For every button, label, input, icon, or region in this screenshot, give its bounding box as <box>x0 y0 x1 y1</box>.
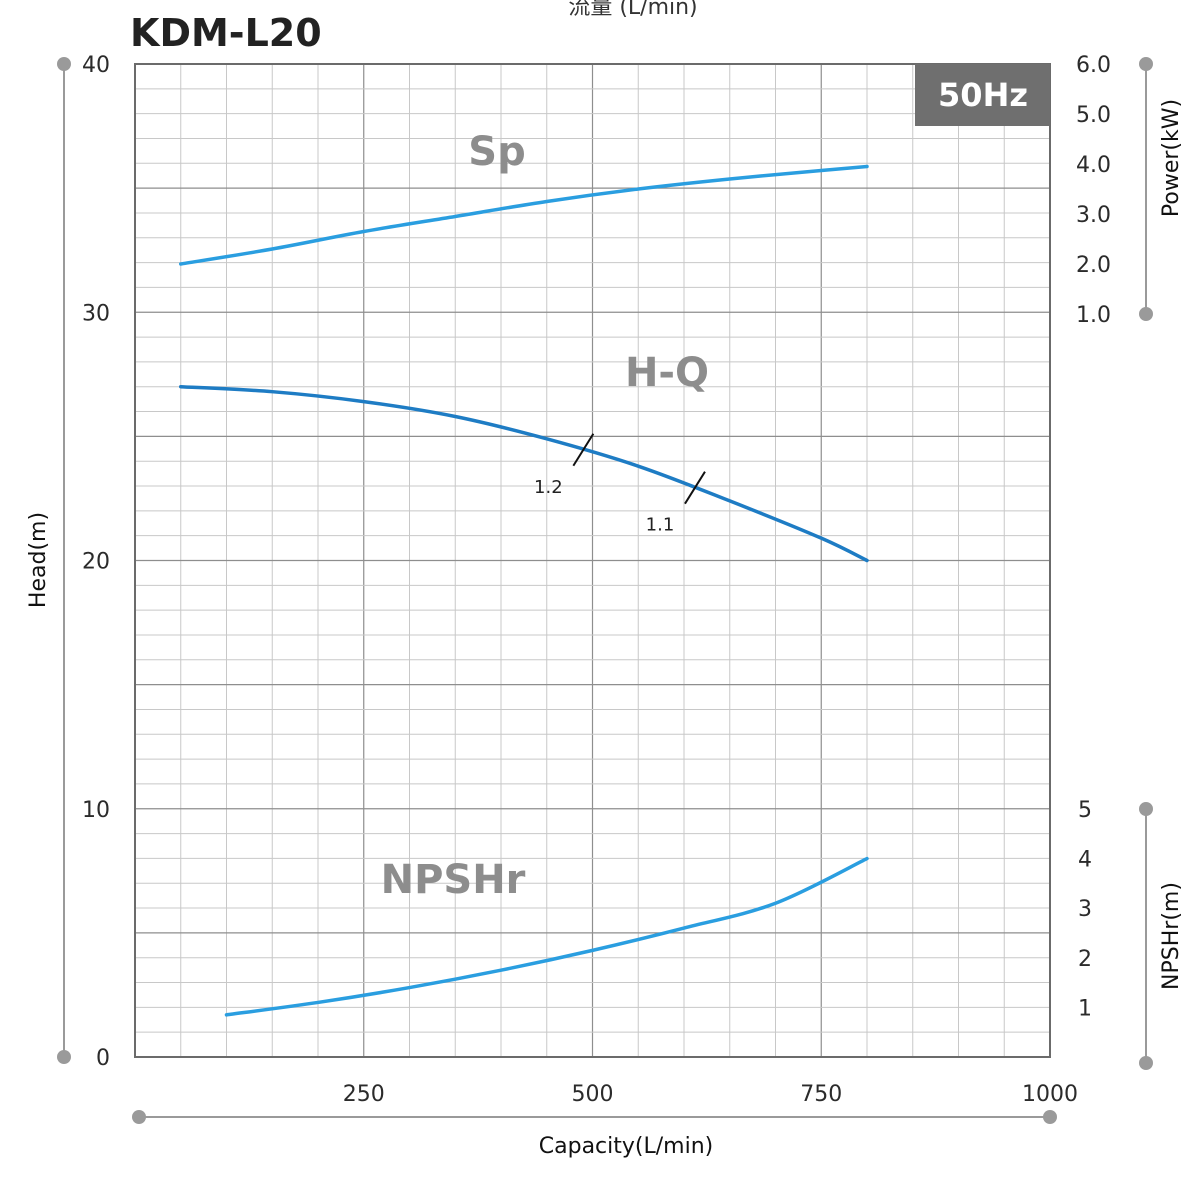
series-label-npshr: NPSHr <box>381 857 526 903</box>
left-axis-dot-bottom <box>57 1050 71 1064</box>
efficiency-label: 1.2 <box>534 477 563 498</box>
power-tick-label: 2.0 <box>1076 253 1111 278</box>
curves: 1.2 1.1 <box>179 164 869 1017</box>
head-tick-label: 30 <box>82 301 110 326</box>
chart-title: KDM-L20 <box>130 11 322 55</box>
grid <box>135 64 1050 1057</box>
npshr-axis-dot-top <box>1139 802 1153 816</box>
efficiency-marker <box>684 471 706 505</box>
top-axis-label: 流量 (L/min) <box>568 0 697 20</box>
power-tick-label: 6.0 <box>1076 53 1111 78</box>
badge-background <box>915 64 1050 126</box>
power-tick-label: 1.0 <box>1076 303 1111 328</box>
x-tick-label: 1000 <box>1022 1082 1078 1107</box>
head-tick-label: 0 <box>96 1046 110 1071</box>
x-axis-label: Capacity(L/min) <box>539 1134 713 1159</box>
series-label-sp: Sp <box>468 129 525 175</box>
power-axis-dot-top <box>1139 57 1153 71</box>
x-axis-dot-right <box>1043 1110 1057 1124</box>
badge-label: 50Hz <box>938 76 1028 114</box>
plot-frame <box>134 63 1051 1058</box>
head-tick-label: 40 <box>82 53 110 78</box>
efficiency-marker <box>572 433 595 467</box>
npshr-tick-label: 4 <box>1078 848 1092 873</box>
npshr-tick-label: 5 <box>1078 798 1092 823</box>
power-tick-label: 3.0 <box>1076 203 1111 228</box>
y-left-axis-label: Head(m) <box>26 512 51 608</box>
x-axis-dot-left <box>132 1110 146 1124</box>
frequency-badge: 50Hz <box>915 64 1050 126</box>
head-tick-label: 10 <box>82 798 110 823</box>
tick-labels: 250 500 750 1000 0 10 20 30 40 1.0 2.0 3.0 4.0 5.0 6.0… <box>82 53 1111 1107</box>
npshr-tick-label: 1 <box>1078 996 1092 1021</box>
npshr-tick-label: 2 <box>1078 947 1092 972</box>
efficiency-label: 1.1 <box>646 515 675 536</box>
x-tick-label: 250 <box>343 1082 385 1107</box>
axis-decorations <box>57 57 1153 1124</box>
series-line-sp <box>179 164 869 266</box>
left-axis-dot-top <box>57 57 71 71</box>
power-axis-label: Power(kW) <box>1159 99 1184 217</box>
x-tick-label: 750 <box>800 1082 842 1107</box>
npshr-axis-dot-bottom <box>1139 1056 1153 1070</box>
npshr-axis-label: NPSHr(m) <box>1159 882 1184 990</box>
series-label-hq: H-Q <box>625 350 709 396</box>
series-line-h-q <box>179 384 869 563</box>
power-tick-label: 4.0 <box>1076 153 1111 178</box>
npshr-tick-label: 3 <box>1078 897 1092 922</box>
series-line-npshr <box>224 856 869 1017</box>
head-tick-label: 20 <box>82 550 110 575</box>
power-tick-label: 5.0 <box>1076 103 1111 128</box>
power-axis-dot-bottom <box>1139 307 1153 321</box>
x-tick-label: 500 <box>572 1082 614 1107</box>
